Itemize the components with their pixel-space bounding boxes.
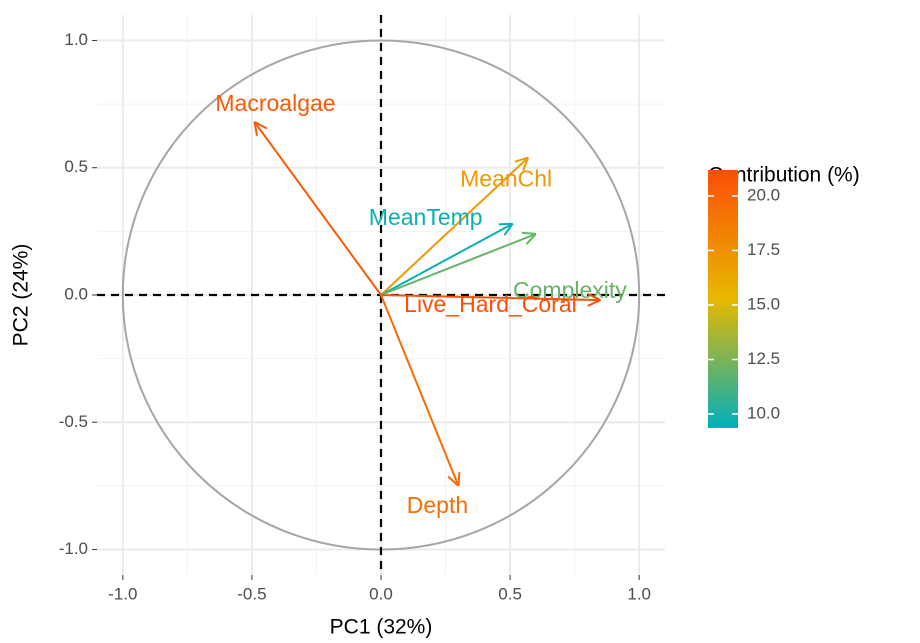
arrow-head (253, 121, 258, 136)
variable-label: Depth (407, 492, 468, 518)
arrow-head (525, 233, 537, 245)
legend-label: 12.5 (747, 349, 780, 368)
arrow-head (587, 292, 601, 301)
arrow-head (587, 299, 601, 307)
y-tick-label: 0.0 (64, 284, 88, 303)
arrow-head (514, 156, 529, 163)
y-tick-label: -1.0 (59, 539, 88, 558)
legend-title: Contribution (%) (708, 164, 860, 187)
x-tick-label: 0.0 (369, 584, 393, 603)
y-tick-label: -0.5 (59, 412, 88, 431)
variable-label: Macroalgae (215, 90, 335, 116)
arrow (380, 156, 529, 296)
arrow-head (254, 121, 268, 130)
x-tick-label: 1.0 (627, 584, 651, 603)
x-axis-title: PC1 (32%) (330, 616, 433, 639)
colorbar (708, 170, 738, 428)
y-tick-label: 1.0 (64, 30, 88, 49)
arrow (380, 294, 601, 302)
arrow (380, 232, 537, 296)
legend-label: 17.5 (747, 240, 780, 259)
arrow (253, 121, 382, 296)
arrow-head (498, 222, 513, 226)
arrow-head (521, 231, 536, 235)
legend-label: 10.0 (747, 404, 780, 423)
arrow (380, 294, 460, 487)
x-tick-label: -0.5 (237, 584, 266, 603)
legend-label: 20.0 (747, 185, 780, 204)
variable-label: Live_Hard_Coral (404, 291, 577, 317)
arrow-head (457, 471, 461, 486)
arrow-head (503, 223, 514, 236)
arrow-head (522, 157, 530, 171)
y-tick-label: 0.5 (64, 157, 88, 176)
variable-label: MeanChl (460, 166, 552, 192)
arrow (380, 222, 514, 296)
x-tick-label: -1.0 (108, 584, 137, 603)
variable-label: MeanTemp (369, 204, 483, 230)
legend-label: 15.0 (747, 294, 780, 313)
y-axis-title: PC2 (24%) (10, 244, 33, 347)
arrow-head (447, 475, 460, 487)
x-tick-label: 0.5 (498, 584, 522, 603)
